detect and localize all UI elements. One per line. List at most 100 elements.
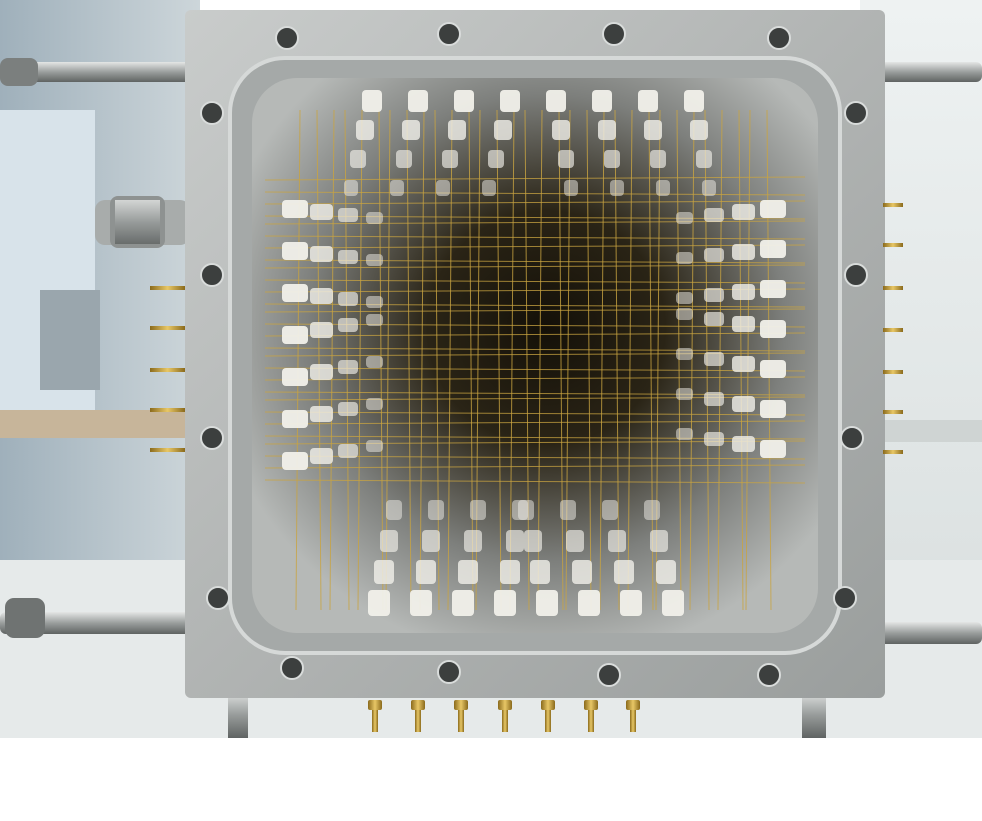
insulator-block xyxy=(704,432,724,446)
mounting-hole-icon xyxy=(275,26,299,50)
insulator-block xyxy=(676,252,693,264)
wire-horizontal xyxy=(264,279,806,284)
insulator-array xyxy=(282,90,786,616)
wire-horizontal xyxy=(264,479,806,484)
mounting-hole-icon xyxy=(200,263,224,287)
insulator-block xyxy=(282,326,308,344)
wire-horizontal xyxy=(264,176,806,181)
wire-horizontal xyxy=(264,308,806,313)
insulator-block xyxy=(282,368,308,386)
insulator-block xyxy=(662,590,684,616)
insulator-block xyxy=(676,212,693,224)
mounting-hole-icon xyxy=(602,22,626,46)
mounting-hole-icon xyxy=(597,663,621,687)
insulator-block xyxy=(676,292,693,304)
insulator-block xyxy=(676,348,693,360)
insulator-block xyxy=(402,120,420,140)
wire-vertical xyxy=(329,109,335,611)
insulator-block xyxy=(530,560,550,584)
connector-pin-icon xyxy=(150,326,185,330)
connector-pin-icon xyxy=(545,710,551,732)
wire-vertical xyxy=(316,109,322,611)
connector-pin-icon xyxy=(883,370,903,374)
insulator-block xyxy=(282,200,308,218)
insulator-block xyxy=(366,212,383,224)
insulator-block xyxy=(422,530,440,552)
insulator-block xyxy=(704,392,724,406)
connector-pin-icon xyxy=(883,410,903,414)
bolt-icon xyxy=(0,598,200,638)
insulator-block xyxy=(282,284,308,302)
right-shelf xyxy=(880,420,982,442)
connector-pin-icon xyxy=(150,368,185,372)
insulator-block xyxy=(482,180,496,196)
insulator-block xyxy=(356,120,374,140)
insulator-block xyxy=(338,318,358,332)
insulator-block xyxy=(344,180,358,196)
connector-pin-icon xyxy=(150,286,185,290)
blank-area xyxy=(0,738,982,821)
wire-horizontal xyxy=(264,244,806,249)
insulator-block xyxy=(350,150,366,168)
mounting-hole-icon xyxy=(844,263,868,287)
mounting-hole-icon xyxy=(767,26,791,50)
insulator-block xyxy=(676,308,693,320)
photo-scene xyxy=(0,0,982,738)
wire-horizontal xyxy=(264,200,806,205)
wire-vertical xyxy=(385,109,391,611)
insulator-block xyxy=(704,312,724,326)
insulator-block xyxy=(338,292,358,306)
insulator-block xyxy=(310,204,333,220)
mounting-hole-icon xyxy=(200,101,224,125)
insulator-block xyxy=(396,150,412,168)
insulator-block xyxy=(592,90,612,112)
connector-pin-icon xyxy=(883,328,903,332)
mounting-hole-icon xyxy=(840,426,864,450)
wire-vertical xyxy=(676,109,682,611)
insulator-block xyxy=(368,590,390,616)
insulator-block xyxy=(362,90,382,112)
insulator-block xyxy=(494,120,512,140)
mounting-hole-icon xyxy=(280,656,304,680)
insulator-block xyxy=(428,500,444,520)
insulator-block xyxy=(578,590,600,616)
insulator-block xyxy=(410,590,432,616)
insulator-block xyxy=(650,150,666,168)
insulator-block xyxy=(696,150,712,168)
connector-pin-icon xyxy=(584,700,598,710)
insulator-block xyxy=(452,590,474,616)
connector-pin-icon xyxy=(883,450,903,454)
insulator-block xyxy=(704,208,724,222)
bolt-icon xyxy=(0,58,195,86)
insulator-block xyxy=(732,436,755,452)
wire-horizontal xyxy=(264,420,806,425)
insulator-block xyxy=(338,444,358,458)
wire-vertical xyxy=(295,109,301,611)
insulator-block xyxy=(656,560,676,584)
insulator-block xyxy=(732,204,755,220)
mounting-holes xyxy=(200,22,868,687)
insulator-block xyxy=(732,396,755,412)
insulator-block xyxy=(282,452,308,470)
insulator-block xyxy=(390,180,404,196)
bolt-icon xyxy=(870,62,982,82)
wire-vertical xyxy=(627,109,633,611)
insulator-block xyxy=(760,400,786,418)
insulator-block xyxy=(338,250,358,264)
wire-chamber-photo xyxy=(0,0,982,738)
connector-pin-icon xyxy=(883,286,903,290)
insulator-block xyxy=(374,560,394,584)
insulator-block xyxy=(448,120,466,140)
wire-horizontal xyxy=(264,464,806,469)
insulator-block xyxy=(566,530,584,552)
wire-horizontal xyxy=(264,376,806,381)
mounting-hole-icon xyxy=(833,586,857,610)
insulator-block xyxy=(704,288,724,302)
insulator-block xyxy=(338,360,358,374)
wire-vertical xyxy=(599,109,605,611)
insulator-block xyxy=(644,500,660,520)
desk-surface xyxy=(0,410,200,438)
insulator-block xyxy=(560,500,576,520)
insulator-block xyxy=(518,500,534,520)
insulator-block xyxy=(380,530,398,552)
